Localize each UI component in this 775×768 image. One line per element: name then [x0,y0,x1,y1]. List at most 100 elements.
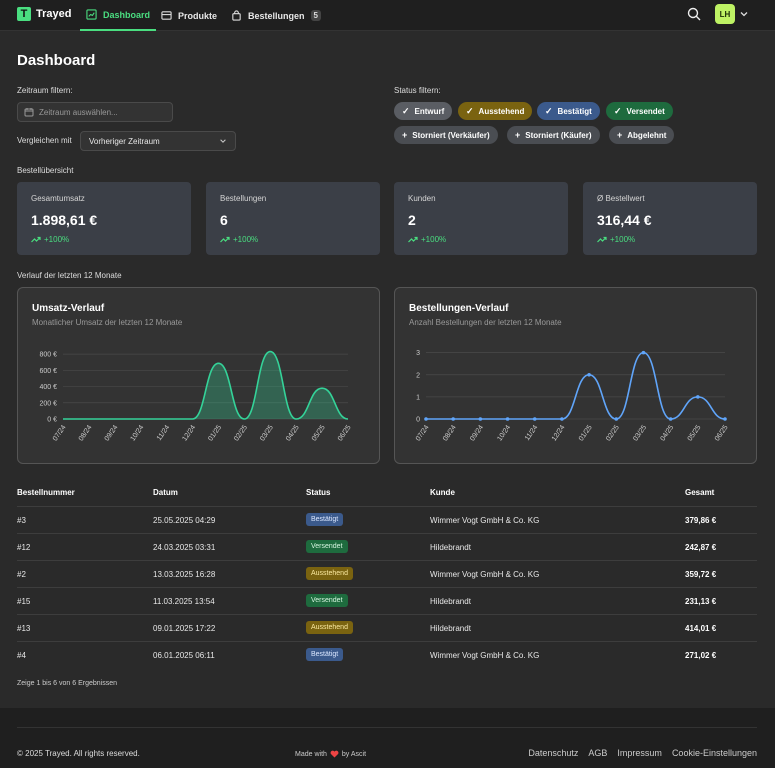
footer-links: Datenschutz AGB Impressum Cookie-Einstel… [528,748,757,758]
status-chip-label: Storniert (Käufer) [525,130,592,140]
revenue-chart-card: Umsatz-Verlauf Monatlicher Umsatz der le… [17,287,380,464]
footer-link-cookie-settings[interactable]: Cookie-Einstellungen [671,748,757,758]
status-chip-ausstehend[interactable]: ✓ Ausstehend [458,102,533,120]
orders-table: Bestellnummer Datum Status Kunde Gesamt … [17,478,757,673]
status-chip-bestätigt[interactable]: ✓ Bestätigt [537,102,600,120]
data-point[interactable] [560,417,564,421]
x-tick-label: 09/24 [469,424,485,442]
nav-bestellungen[interactable]: Bestellungen 5 [231,0,321,31]
order-id: #15 [17,597,31,606]
data-point[interactable] [696,395,700,399]
status-chip-abgelehnt[interactable]: + Abgelehnt [609,126,675,144]
table-row[interactable]: #2 13.03.2025 16:28 Ausstehend Wimmer Vogt … [17,560,757,587]
nav-dashboard[interactable]: Dashboard [80,0,157,31]
x-tick-label: 11/24 [524,424,540,442]
compare-label: Vergleichen mit [17,136,72,145]
col-header-id: Bestellnummer [17,488,75,497]
search-icon[interactable] [687,7,701,21]
y-tick-label: 200 € [39,400,57,407]
order-id: #13 [17,624,31,633]
order-date: 06.01.2025 06:11 [153,651,215,660]
data-point[interactable] [451,417,455,421]
status-chip-storniert-käufer[interactable]: + Storniert (Käufer) [507,126,600,144]
revenue-chart-title: Umsatz-Verlauf [32,303,105,314]
stat-card-title: Ø Bestellwert [597,194,645,203]
footer-link-impressum[interactable]: Impressum [617,748,662,758]
x-tick-label: 09/24 [104,424,120,442]
y-tick-label: 2 [416,372,420,379]
data-point[interactable] [424,417,428,421]
table-row[interactable]: #12 24.03.2025 03:31 Versendet Hildebrandt 2… [17,533,757,560]
status-chip-label: Storniert (Verkäufer) [412,130,490,140]
stat-card-trend-value: +100% [610,235,636,244]
table-row[interactable]: #13 09.01.2025 17:22 Ausstehend Hildebrandt… [17,614,757,641]
order-customer: Hildebrandt [430,543,471,552]
trending-up-icon [220,236,230,243]
x-tick-label: 07/24 [415,424,431,442]
stat-card-title: Bestellungen [220,194,267,203]
table-row[interactable]: #15 11.03.2025 13:54 Versendet Hildebrandt 2… [17,587,757,614]
status-chip-label: Entwurf [414,106,445,116]
orders-count-badge: 5 [310,10,321,21]
overview-heading: Bestellübersicht [17,166,74,175]
data-point[interactable] [532,417,537,421]
nav-bestellungen-label: Bestellungen [248,10,305,21]
status-badge: Bestätigt [306,648,344,661]
page-title: Dashboard [17,52,96,69]
col-header-status: Status [306,488,331,497]
footer-link-datenschutz[interactable]: Datenschutz [528,748,579,758]
status-chip-storniert-verkäufer[interactable]: + Storniert (Verkäufer) [394,126,498,144]
y-tick-label: 1 [416,394,420,401]
status-chip-label: Ausstehend [478,106,525,116]
x-tick-label: 01/25 [578,424,594,442]
data-point[interactable] [641,350,646,355]
order-total: 231,13 € [685,597,717,606]
date-range-placeholder: Zeitraum auswählen... [39,107,118,117]
stat-card-value: 2 [408,212,416,228]
x-tick-label: 05/25 [687,424,703,442]
footer-link-agb[interactable]: AGB [588,748,608,758]
check-icon: ✓ [466,105,474,116]
status-badge: Bestätigt [306,513,344,526]
stat-card-title: Kunden [408,194,436,203]
order-date: 11.03.2025 13:54 [153,597,215,606]
order-customer: Hildebrandt [430,624,471,633]
revenue-chart-subtitle: Monatlicher Umsatz der letzten 12 Monate [32,318,183,327]
status-chip-entwurf[interactable]: ✓ Entwurf [394,102,453,120]
user-avatar[interactable]: LH [715,4,735,24]
chevron-down-icon[interactable] [739,9,749,19]
col-header-total: Gesamt [685,488,715,497]
data-point[interactable] [614,417,619,421]
col-header-date: Datum [153,488,178,497]
status-chip-label: Versendet [626,106,665,116]
brand-logo[interactable]: T Trayed [17,7,71,21]
nav-produkte[interactable]: Produkte [161,0,217,31]
copyright: © 2025 Trayed. All rights reserved. [17,749,140,758]
x-tick-label: 03/25 [259,424,275,442]
data-point[interactable] [587,372,591,377]
date-range-input[interactable]: Zeitraum auswählen... [17,102,173,122]
order-date: 25.05.2025 04:29 [153,516,216,525]
order-total: 414,01 € [685,624,717,633]
stat-card: Bestellungen 6 +100% [206,182,380,255]
stat-card-trend: +100% [597,235,635,244]
data-point[interactable] [478,417,483,421]
status-badge: Ausstehend [306,567,353,580]
data-point[interactable] [668,417,673,421]
y-tick-label: 400 € [39,384,57,391]
footer-divider [17,727,757,728]
table-row[interactable]: #4 06.01.2025 06:11 Bestätigt Wimmer Vogt G… [17,641,757,668]
status-chip-versendet[interactable]: ✓ Versendet [606,102,673,120]
order-id: #4 [17,651,26,660]
plus-icon: + [617,130,623,140]
data-point[interactable] [505,417,510,421]
status-badge: Versendet [306,540,348,553]
data-point[interactable] [723,417,727,421]
table-row[interactable]: #3 25.05.2025 04:29 Bestätigt Wimmer Vogt G… [17,506,757,533]
box-icon [161,11,172,20]
made-with-prefix: Made with [295,750,327,758]
check-icon: ✓ [614,105,622,116]
plus-icon: + [515,130,521,140]
compare-select[interactable]: Vorheriger Zeitraum [80,131,236,151]
order-total: 379,86 € [685,516,717,525]
